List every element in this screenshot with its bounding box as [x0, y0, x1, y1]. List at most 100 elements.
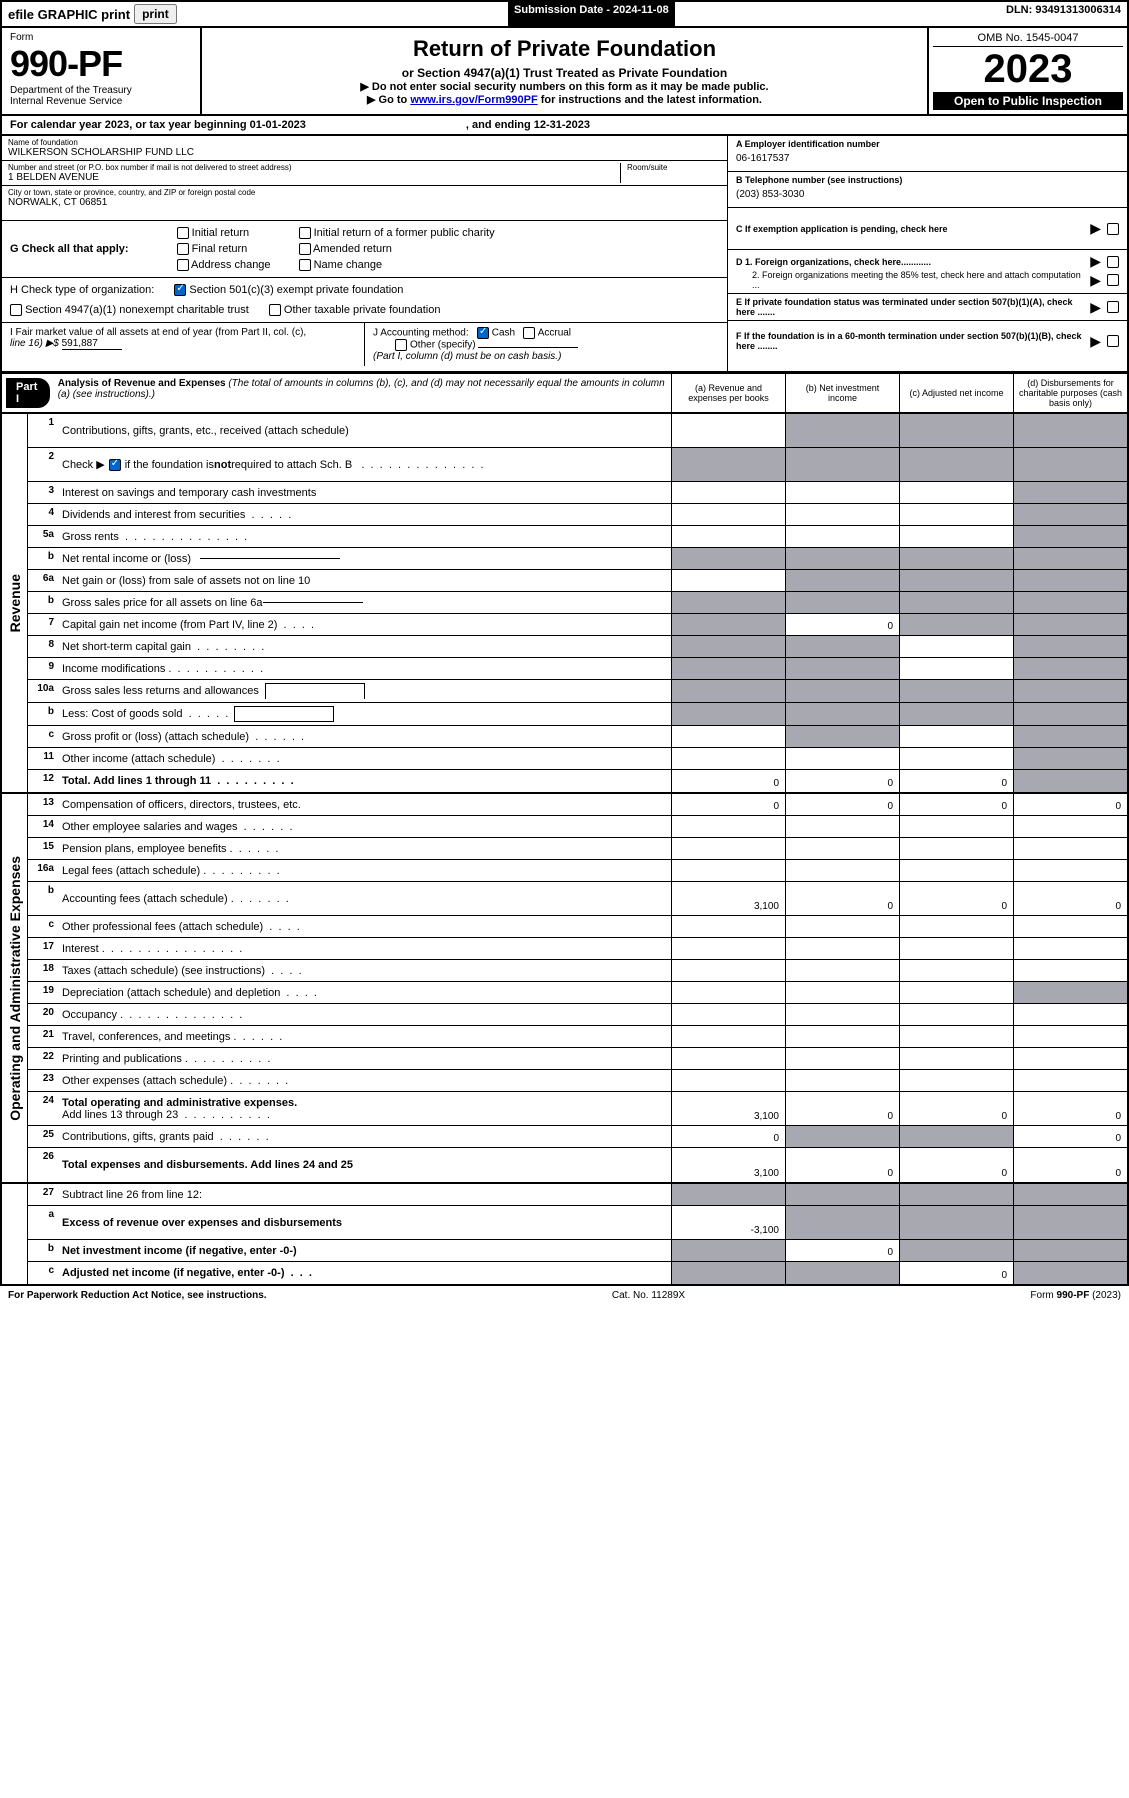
4947-checkbox[interactable]	[10, 304, 22, 316]
expense-lines: 13Compensation of officers, directors, t…	[28, 794, 1127, 1182]
expenses-vert-label: Operating and Administrative Expenses	[2, 794, 28, 1182]
arrow-icon: ▶	[1090, 299, 1101, 316]
g-label: G Check all that apply:	[10, 243, 129, 255]
ein-cell: A Employer identification number 06-1617…	[728, 136, 1127, 172]
cal-year-begin: For calendar year 2023, or tax year begi…	[10, 119, 306, 131]
dept-label: Department of the Treasury	[10, 85, 192, 96]
j-note: (Part I, column (d) must be on cash basi…	[373, 351, 561, 362]
other-taxable-checkbox[interactable]	[269, 304, 281, 316]
room-label: Room/suite	[627, 163, 721, 172]
instruction-1: ▶ Do not enter social security numbers o…	[214, 80, 915, 93]
part-1-desc: Analysis of Revenue and Expenses (The to…	[50, 378, 667, 400]
line-27: 27Subtract line 26 from line 12: aExcess…	[28, 1184, 1127, 1284]
header-right: OMB No. 1545-0047 2023 Open to Public In…	[927, 28, 1127, 114]
irs-link[interactable]: www.irs.gov/Form990PF	[410, 94, 537, 106]
spacer	[2, 1184, 28, 1284]
name-label: Name of foundation	[8, 138, 721, 147]
expenses-table: Operating and Administrative Expenses 13…	[0, 794, 1129, 1184]
city-label: City or town, state or province, country…	[8, 188, 721, 197]
calendar-year-row: For calendar year 2023, or tax year begi…	[0, 116, 1129, 136]
section-e: E If private foundation status was termi…	[728, 294, 1127, 321]
form-subtitle: or Section 4947(a)(1) Trust Treated as P…	[214, 66, 915, 80]
name-change-checkbox[interactable]	[299, 259, 311, 271]
ein-value: 06-1617537	[736, 149, 1119, 168]
entity-section: Name of foundation WILKERSON SCHOLARSHIP…	[0, 136, 1129, 373]
i-label: I Fair market value of all assets at end…	[10, 327, 306, 338]
arrow-icon: ▶	[1090, 220, 1101, 237]
print-button[interactable]: print	[134, 4, 177, 24]
phone-cell: B Telephone number (see instructions) (2…	[728, 172, 1127, 208]
top-bar: efile GRAPHIC print print Submission Dat…	[0, 0, 1129, 28]
address-change-checkbox[interactable]	[177, 259, 189, 271]
part-1-header: Part I Analysis of Revenue and Expenses …	[0, 373, 1129, 414]
fmv-value: 591,887	[62, 338, 122, 350]
foreign-org-checkbox[interactable]	[1107, 256, 1119, 268]
final-return-checkbox[interactable]	[177, 243, 189, 255]
section-h: H Check type of organization: Section 50…	[2, 278, 727, 322]
addr-label: Number and street (or P.O. box number if…	[8, 163, 614, 172]
col-a-header: (a) Revenue and expenses per books	[671, 374, 785, 412]
header-center: Return of Private Foundation or Section …	[202, 28, 927, 114]
city-state-zip: NORWALK, CT 06851	[8, 197, 721, 208]
arrow-icon: ▶	[1090, 272, 1101, 289]
header-left: Form 990-PF Department of the Treasury I…	[2, 28, 202, 114]
section-d: D 1. Foreign organizations, check here..…	[728, 250, 1127, 294]
form-number: 990-PF	[10, 43, 192, 85]
other-method-checkbox[interactable]	[395, 339, 407, 351]
phone-label: B Telephone number (see instructions)	[736, 175, 1119, 185]
part-1-title-cell: Part I Analysis of Revenue and Expenses …	[2, 374, 671, 412]
revenue-lines: 1Contributions, gifts, grants, etc., rec…	[28, 414, 1127, 792]
initial-former-checkbox[interactable]	[299, 227, 311, 239]
col-c-header: (c) Adjusted net income	[899, 374, 1013, 412]
section-i: I Fair market value of all assets at end…	[2, 323, 365, 366]
omb-number: OMB No. 1545-0047	[933, 32, 1123, 47]
tax-year: 2023	[933, 47, 1123, 92]
form-title: Return of Private Foundation	[214, 36, 915, 62]
dln: DLN: 93491313006314	[1000, 2, 1127, 26]
cal-year-end: , and ending 12-31-2023	[466, 119, 590, 131]
name-cell: Name of foundation WILKERSON SCHOLARSHIP…	[2, 136, 727, 161]
submission-date: Submission Date - 2024-11-08	[508, 2, 675, 26]
exemption-pending-checkbox[interactable]	[1107, 223, 1119, 235]
section-f: F If the foundation is in a 60-month ter…	[728, 321, 1127, 371]
status-terminated-checkbox[interactable]	[1107, 301, 1119, 313]
form-header: Form 990-PF Department of the Treasury I…	[0, 28, 1129, 116]
section-c: C If exemption application is pending, c…	[728, 208, 1127, 250]
arrow-icon: ▶	[1090, 253, 1101, 270]
foundation-name: WILKERSON SCHOLARSHIP FUND LLC	[8, 147, 721, 158]
pra-notice: For Paperwork Reduction Act Notice, see …	[8, 1290, 267, 1301]
arrow-icon: ▶	[1090, 333, 1101, 350]
entity-left: Name of foundation WILKERSON SCHOLARSHIP…	[2, 136, 727, 371]
60-month-checkbox[interactable]	[1107, 335, 1119, 347]
entity-right: A Employer identification number 06-1617…	[727, 136, 1127, 371]
ein-label: A Employer identification number	[736, 139, 1119, 149]
street-address: 1 BELDEN AVENUE	[8, 172, 614, 183]
cash-checkbox[interactable]	[477, 327, 489, 339]
col-b-header: (b) Net investment income	[785, 374, 899, 412]
amended-return-checkbox[interactable]	[299, 243, 311, 255]
cat-no: Cat. No. 11289X	[612, 1290, 685, 1301]
revenue-table: Revenue 1Contributions, gifts, grants, e…	[0, 414, 1129, 794]
part-1-label: Part I	[6, 378, 50, 408]
efile-label: efile GRAPHIC print	[8, 7, 130, 22]
city-cell: City or town, state or province, country…	[2, 186, 727, 221]
form-ref: Form 990-PF (2023)	[1030, 1290, 1121, 1301]
sch-b-checkbox[interactable]	[109, 459, 121, 471]
irs-label: Internal Revenue Service	[10, 96, 192, 107]
foreign-85-checkbox[interactable]	[1107, 274, 1119, 286]
initial-return-checkbox[interactable]	[177, 227, 189, 239]
j-label: J Accounting method:	[373, 328, 469, 339]
footer: For Paperwork Reduction Act Notice, see …	[0, 1286, 1129, 1305]
501c3-checkbox[interactable]	[174, 284, 186, 296]
phone-value: (203) 853-3030	[736, 185, 1119, 204]
instruction-2: ▶ Go to www.irs.gov/Form990PF for instru…	[214, 93, 915, 106]
section-j: J Accounting method: Cash Accrual Other …	[365, 323, 727, 366]
form-label: Form	[10, 32, 192, 43]
col-d-header: (d) Disbursements for charitable purpose…	[1013, 374, 1127, 412]
efile-section: efile GRAPHIC print print	[2, 2, 183, 26]
section-g: G Check all that apply: Initial return F…	[2, 221, 727, 278]
accrual-checkbox[interactable]	[523, 327, 535, 339]
h-label: H Check type of organization:	[10, 284, 154, 296]
revenue-vert-label: Revenue	[2, 414, 28, 792]
address-cell: Number and street (or P.O. box number if…	[2, 161, 727, 186]
